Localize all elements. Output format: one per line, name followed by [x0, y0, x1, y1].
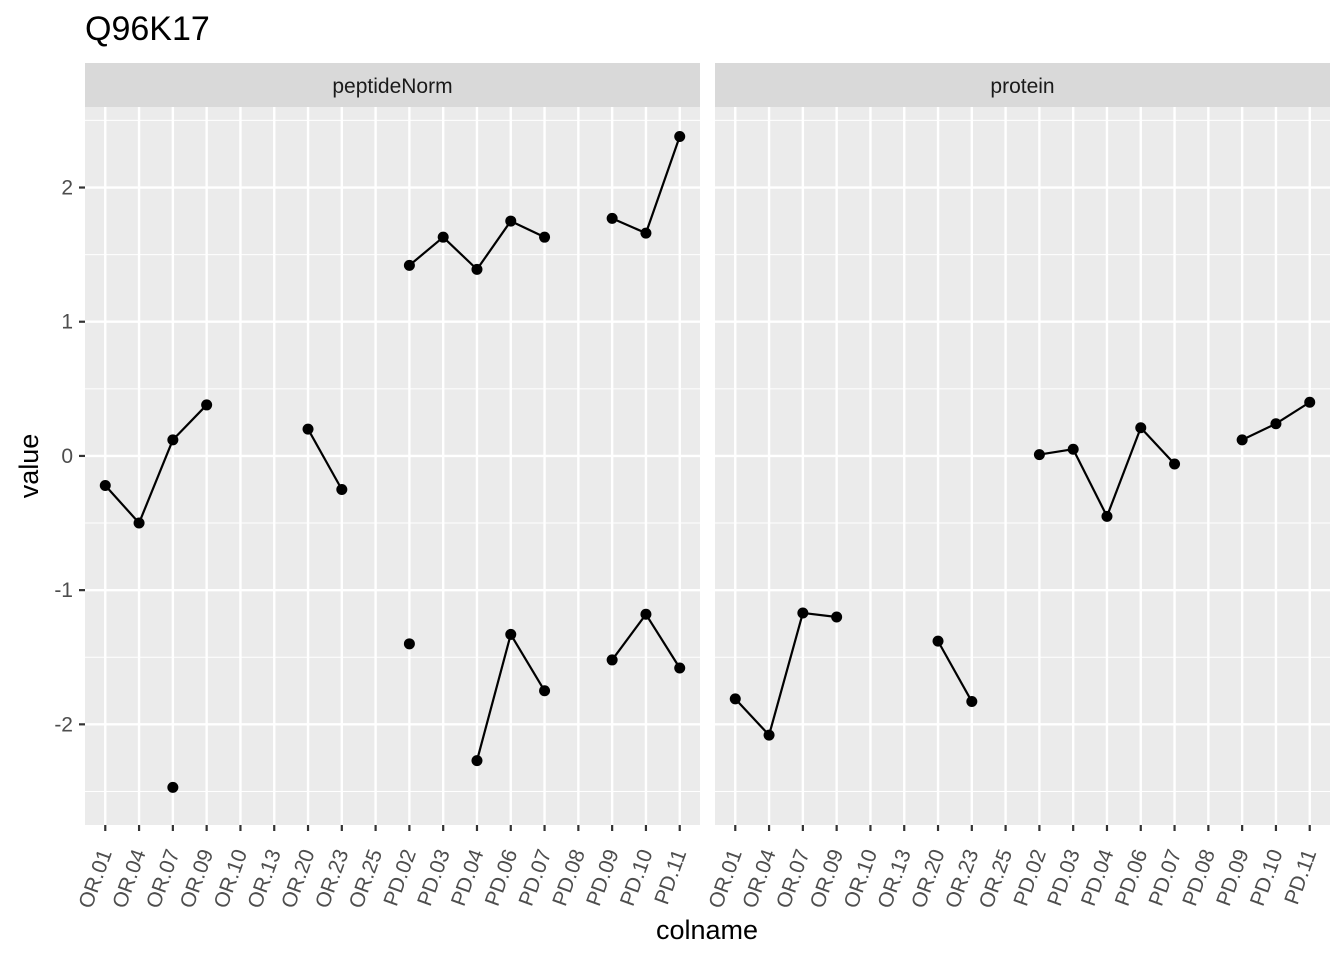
- panel-background: [715, 107, 1330, 825]
- series-1-point: [606, 212, 618, 224]
- series-1-point: [1101, 510, 1113, 522]
- series-1-point: [302, 423, 314, 435]
- series-1-segment: [937, 640, 973, 703]
- series-1-point: [1304, 396, 1316, 408]
- facet-strip: [715, 63, 1330, 107]
- series-2-segment: [611, 613, 647, 661]
- series-1-point: [1270, 418, 1282, 430]
- y-axis-title: value: [14, 434, 44, 499]
- facet-strip-label: peptideNorm: [332, 75, 452, 98]
- series-1-point: [1033, 449, 1045, 461]
- y-tick-label: -2: [54, 713, 73, 736]
- series-1-point: [437, 231, 449, 243]
- series-1-point: [336, 483, 348, 495]
- series-1-point: [201, 399, 213, 411]
- series-2-point: [539, 685, 551, 697]
- y-tick-label: -1: [54, 579, 73, 602]
- series-1-point: [133, 517, 145, 529]
- series-2-point: [403, 638, 415, 650]
- panel-protein: proteinOR.01OR.04OR.07OR.09OR.10OR.13OR.…: [705, 63, 1330, 911]
- series-1-point: [763, 729, 775, 741]
- x-axis-title: colname: [656, 915, 758, 945]
- series-1-point: [1169, 458, 1181, 470]
- chart-title: Q96K17: [85, 10, 210, 48]
- series-2-segment: [645, 613, 681, 669]
- series-1-point: [674, 131, 686, 143]
- panel-background: [85, 107, 700, 825]
- series-1-segment: [768, 612, 804, 736]
- series-2-point: [471, 755, 483, 767]
- series-1-segment: [138, 439, 174, 524]
- series-1-point: [1067, 443, 1079, 455]
- panel-peptideNorm: peptideNormOR.01OR.04OR.07OR.09OR.10OR.1…: [54, 63, 700, 911]
- series-2-segment: [509, 633, 546, 692]
- series-1-segment: [104, 484, 140, 524]
- series-1-segment: [307, 428, 343, 491]
- series-1-point: [505, 215, 517, 227]
- series-1-segment: [510, 220, 546, 239]
- series-1-segment: [1241, 422, 1277, 441]
- series-1-point: [797, 607, 809, 619]
- series-1-segment: [476, 220, 512, 271]
- series-1-segment: [1275, 401, 1311, 425]
- series-2-point: [167, 781, 179, 793]
- series-2-point: [505, 628, 517, 640]
- series-1-segment: [1139, 427, 1176, 465]
- facet-strip-label: protein: [990, 75, 1054, 98]
- series-1-point: [539, 231, 551, 243]
- series-1-point: [640, 227, 652, 239]
- y-tick-label: 2: [61, 177, 73, 200]
- series-1-segment: [802, 611, 837, 619]
- series-1-point: [1236, 434, 1248, 446]
- series-1-segment: [611, 217, 647, 235]
- series-2-point: [640, 608, 652, 620]
- series-1-point: [99, 479, 111, 491]
- series-2-point: [674, 662, 686, 674]
- series-1-segment: [734, 698, 770, 736]
- series-1-point: [729, 693, 741, 705]
- series-1-point: [932, 635, 944, 647]
- y-tick-label: 1: [61, 311, 73, 334]
- y-tick-label: 0: [61, 445, 73, 468]
- series-1-point: [167, 434, 179, 446]
- series-2-segment: [475, 634, 512, 761]
- series-1-point: [471, 263, 483, 275]
- series-1-point: [1135, 422, 1147, 434]
- panels-group: peptideNormOR.01OR.04OR.07OR.09OR.10OR.1…: [54, 63, 1330, 911]
- series-1-segment: [644, 136, 681, 234]
- series-1-segment: [1105, 427, 1142, 517]
- series-1-segment: [408, 236, 444, 267]
- series-1-point: [831, 611, 843, 623]
- series-1-segment: [1072, 448, 1108, 517]
- series-1-point: [403, 259, 415, 271]
- series-1-segment: [442, 236, 478, 271]
- series-1-segment: [172, 404, 208, 441]
- series-2-point: [606, 654, 618, 666]
- series-1-point: [966, 696, 978, 708]
- facet-strip: [85, 63, 700, 107]
- series-1-segment: [1039, 448, 1074, 456]
